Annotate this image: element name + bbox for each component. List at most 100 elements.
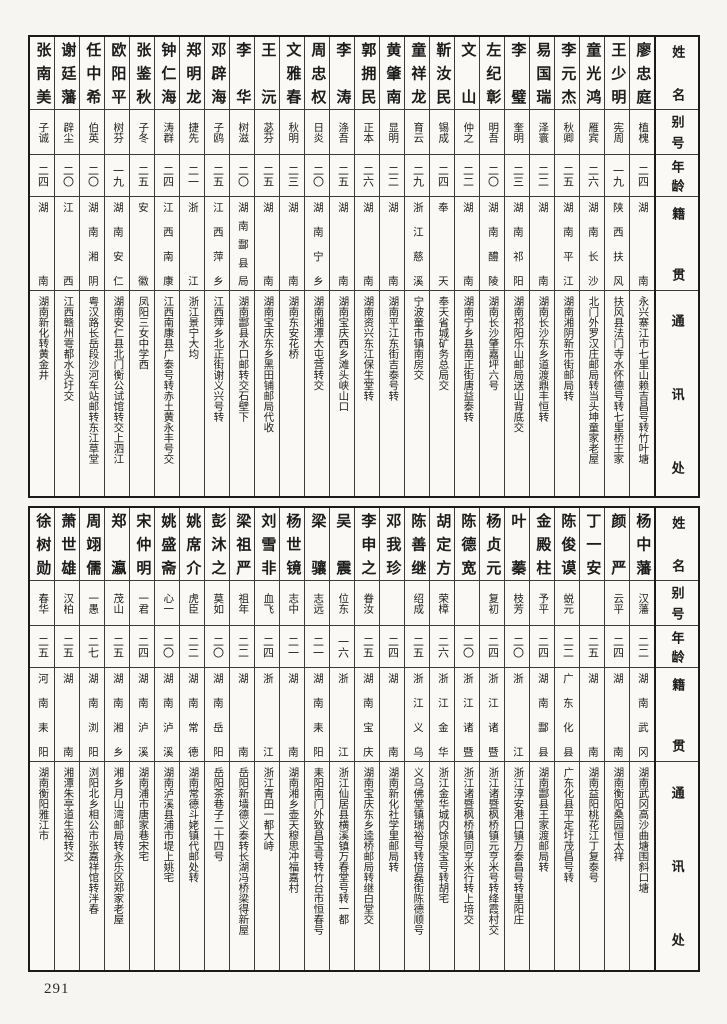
entry-alias: 荣樟 [430,580,454,625]
entry-column: 李华 树滋 二〇 湖南酃县局 湖南酃县水口邮转交石壁下 [230,37,255,496]
entry-alias: 祖年 [230,580,254,625]
entry-native-place: 湖南耒阳 [305,667,329,761]
entry-age: 二一 [280,625,304,667]
entry-address: 湖南武冈高沙曲塘围斜口塘 [630,761,654,970]
entry-address: 湖南酃县水口邮转交石壁下 [230,290,254,496]
entry-native-place: 江西 [55,196,79,290]
entry-column: 易国瑞 泽寰 二二 湖南 湖南长沙东乡道渡鼎丰恒转 [530,37,555,496]
entry-native-place: 湖南 [330,196,354,290]
entry-name: 梁骧 [309,513,326,575]
entry-native-place: 湖南浏阳 [80,667,104,761]
entry-address: 湖南常德斗姥镇代邮处转 [180,761,204,970]
entry-alias: 植槐 [630,109,654,154]
entry-age: 二五 [30,625,54,667]
entry-column: 徐树勋 春华 二五 河南耒阳 湖南衡阳雅江市 [30,508,55,970]
entry-native-place: 湖南醴陵 [480,196,504,290]
entry-native-place: 湖南 [380,196,404,290]
entry-alias: 奎明 [505,109,529,154]
entry-name: 姚盛斋 [159,513,176,575]
entry-column: 张南美 子诚 二四 湖南 湖南新化转黄金井 [30,37,55,496]
header-alias: 别号 [656,109,698,154]
entry-name: 钟仁海 [159,42,176,104]
entry-column: 刘雪非 血飞 二四 浙江 浙江青田一都大峙 [255,508,280,970]
header-address: 通讯处 [656,761,698,970]
entry-alias: 复初 [480,580,504,625]
entry-column: 童祥龙 育云 二九 浙江慈溪 宁波童市镇南房交 [405,37,430,496]
entry-name: 宋仲明 [134,513,151,575]
entry-alias: 捷先 [180,109,204,154]
entry-native-place: 湖南岳阳 [205,667,229,761]
entry-address: 湖南浦市唐家巷宋宅 [130,761,154,970]
entry-column: 陈俊谟 蜕元 二二 广东化县 广东化县平定圩茂昌号转 [555,508,580,970]
row-header-column: 姓名 别号 年龄 籍贯 通讯处 [654,508,698,970]
entry-age: 二五 [55,625,79,667]
entry-column: 陈善继 绍成 二五 浙江义乌 义乌佛堂镇瑞裕号转倍磊街陈德顺号 [405,508,430,970]
entry-age: 二七 [80,625,104,667]
entry-address: 湖南泸溪县浦市堤上姚宅 [155,761,179,970]
entry-address: 湖南宝庆东乡黑田铺邮局代收 [255,290,279,496]
entry-age: 二〇 [480,154,504,196]
entry-native-place: 浙江诸暨 [455,667,479,761]
page-number: 291 [44,981,70,997]
entry-address: 湘潭朱亭道生裕转交 [55,761,79,970]
entry-age: 二〇 [230,154,254,196]
entry-alias: 汉藩 [630,580,654,625]
entry-alias: 心一 [155,580,179,625]
entry-native-place: 湖南 [530,196,554,290]
entry-native-place: 浙江义乌 [405,667,429,761]
entry-name: 叶蓁 [509,513,526,575]
header-name: 姓名 [670,516,686,572]
entry-name: 姚席介 [184,513,201,575]
entry-alias: 树滋 [230,109,254,154]
entry-native-place: 湖南酃县局 [230,196,254,290]
entry-column: 吴震 位东 一六 浙江 浙江仙居县横溪镇万春堂号转一都 [330,508,355,970]
entry-native-place: 湖南泸溪 [155,667,179,761]
entry-column: 李元杰 秋卿 二五 湖南平江 湖南湘阴新市街邮局转 [555,37,580,496]
entry-native-place: 江西南康 [155,196,179,290]
entry-column: 宋仲明 一君 二四 湖南泸溪 湖南浦市唐家巷宋宅 [130,508,155,970]
entry-native-place: 江西萍乡 [205,196,229,290]
entry-address: 湖南新化转黄金井 [30,290,54,496]
entry-name: 陈善继 [409,513,426,575]
entry-native-place: 湖南 [605,667,629,761]
entry-name: 杨中藩 [634,513,651,575]
entry-name: 王沅 [259,42,276,104]
entry-column: 梁祖严 祖年 二二 湖南 岳阳新墙德义泰转长湖冯桥梁得新屋 [230,508,255,970]
entry-native-place: 湖南安仁 [105,196,129,290]
entry-column: 杨世镜 志中 二一 湖南 湖南湘乡壶天穆思冲福嘉村 [280,508,305,970]
entry-age: 二〇 [55,154,79,196]
entry-name: 郑明龙 [184,42,201,104]
entry-name: 李申之 [359,513,376,575]
entry-alias: 树芬 [105,109,129,154]
entry-address: 湖南酃县王家渡邮局转 [530,761,554,970]
entry-address: 湖南新化社学里邮局转 [380,761,404,970]
entry-alias: 辟尘 [55,109,79,154]
entry-alias: 眷汝 [355,580,379,625]
entry-native-place: 浙江 [330,667,354,761]
entry-age: 二一 [305,625,329,667]
entry-address: 湖南平江东街吉泰号转 [380,290,404,496]
entry-alias: 志中 [280,580,304,625]
entry-age: 二四 [530,625,554,667]
entry-age: 二三 [280,154,304,196]
entry-native-place: 安徽 [130,196,154,290]
entry-column: 梁骧 志远 二一 湖南耒阳 耒阳南门外致昌宝号转竹台市恒春号 [305,508,330,970]
entry-age: 二四 [30,154,54,196]
entry-name: 胡定方 [434,513,451,575]
entry-age: 二五 [355,625,379,667]
entry-alias: 宪周 [605,109,629,154]
entry-alias: 血飞 [255,580,279,625]
entry-native-place: 浙江 [180,196,204,290]
entry-address: 湖南益阳桃花江丁复泰号 [580,761,604,970]
entry-name: 童祥龙 [409,42,426,104]
entry-address: 江西南康县广泰号转赤土黄永丰号交 [155,290,179,496]
entry-alias: 子诚 [30,109,54,154]
directory-table-bottom: 杨中藩 汉藩 二二 湖南武冈 湖南武冈高沙曲塘围斜口塘 颜严 云平 二四 湖南 … [28,506,700,972]
entry-address: 浙江诸暨枫桥镇元亨米号转绛霞村交 [480,761,504,970]
entry-age: 二二 [180,625,204,667]
entry-column: 彭沐之 莫如 二〇 湖南岳阳 岳阳茶巷子二十四号 [205,508,230,970]
entry-address: 浙江景宁大均 [180,290,204,496]
entry-name: 吴震 [334,513,351,575]
entry-column: 文雅春 秋明 二三 湖南 湖南东安花桥 [280,37,305,496]
entry-name: 李华 [234,42,251,104]
